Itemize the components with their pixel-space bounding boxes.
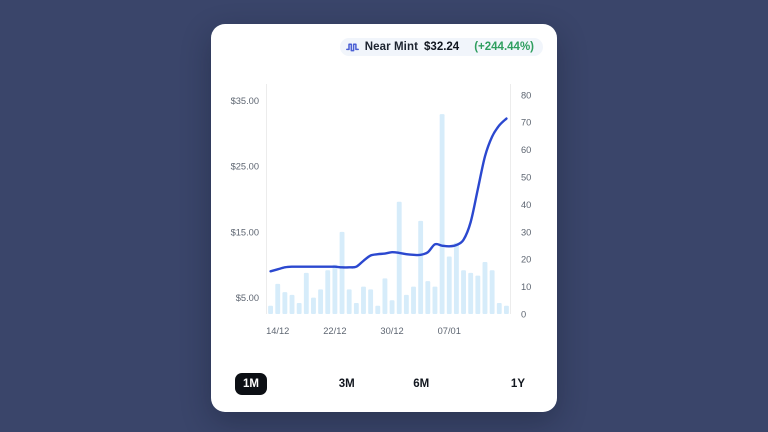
svg-text:$35.00: $35.00 — [231, 96, 259, 106]
svg-text:50: 50 — [521, 172, 531, 182]
svg-text:40: 40 — [521, 200, 531, 210]
right-axis-labels: 0 10 20 30 40 50 60 70 80 — [521, 90, 531, 319]
range-tab-3-label: 1Y — [510, 377, 525, 390]
svg-text:20: 20 — [521, 255, 531, 265]
price-line — [269, 117, 508, 273]
range-tab-2-label: 6M — [413, 377, 430, 390]
svg-text:0: 0 — [521, 309, 526, 319]
range-tab-2[interactable]: 6M — [384, 373, 459, 395]
svg-text:$25.00: $25.00 — [231, 162, 259, 172]
legend-condition-label: Near Mint — [364, 41, 419, 53]
x-axis-labels: 14/12 22/12 30/12 07/01 — [266, 326, 461, 336]
range-tab-1[interactable]: 3M — [310, 373, 385, 395]
chart-plot-area[interactable]: $35.00 $25.00 $15.00 $5.00 0 10 20 30 40 50 60 70 8… — [211, 70, 557, 355]
pulse-square-wave-icon — [345, 42, 359, 53]
price-chart-card: Near Mint $32.24 (+244.44%) $35.00 $25.00… — [211, 24, 557, 412]
range-tab-3[interactable]: 1Y — [459, 373, 534, 395]
svg-text:60: 60 — [521, 145, 531, 155]
svg-text:07/01: 07/01 — [438, 326, 461, 336]
svg-text:$5.00: $5.00 — [236, 293, 259, 303]
svg-text:30/12: 30/12 — [380, 326, 403, 336]
svg-text:30: 30 — [521, 227, 531, 237]
range-tab-0-label: 1M — [235, 372, 267, 395]
range-tab-0[interactable]: 1M — [235, 372, 310, 395]
svg-text:10: 10 — [521, 282, 531, 292]
volume-bars — [268, 114, 509, 314]
chart-svg: $35.00 $25.00 $15.00 $5.00 0 10 20 30 40 50 60 70 8… — [231, 84, 531, 336]
left-axis-labels: $35.00 $25.00 $15.00 $5.00 — [231, 96, 259, 303]
card-header: Near Mint $32.24 (+244.44%) — [211, 24, 557, 70]
legend-change-percent: (+244.44%) — [474, 41, 534, 53]
svg-text:14/12: 14/12 — [266, 326, 289, 336]
range-tab-1-label: 3M — [338, 377, 355, 390]
svg-text:70: 70 — [521, 118, 531, 128]
legend-pill[interactable]: Near Mint $32.24 (+244.44%) — [339, 38, 543, 56]
svg-text:22/12: 22/12 — [323, 326, 346, 336]
legend-price: $32.24 — [424, 41, 460, 53]
svg-text:80: 80 — [521, 90, 531, 100]
range-tab-bar: 1M 3M 6M 1Y — [211, 355, 557, 412]
svg-text:$15.00: $15.00 — [231, 227, 259, 237]
